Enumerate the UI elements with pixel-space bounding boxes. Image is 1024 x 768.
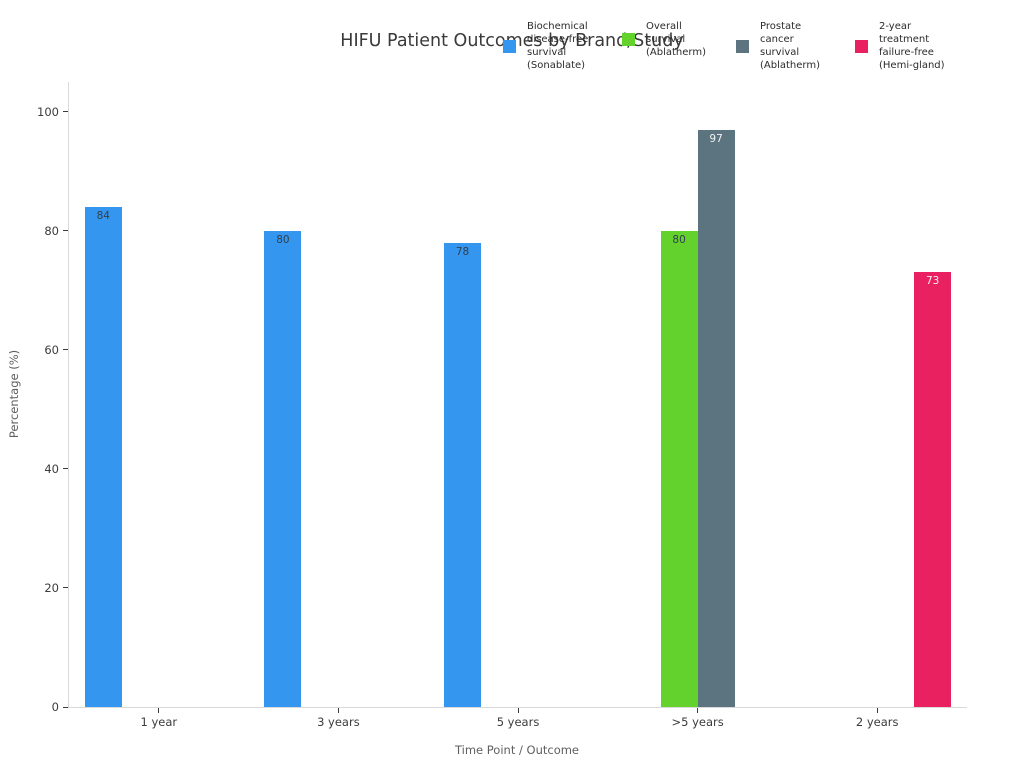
y-tick-mark (63, 468, 68, 470)
x-tick-mark (517, 708, 519, 713)
y-tick-label: 20 (44, 580, 59, 595)
legend-swatch (503, 39, 516, 53)
bar-value-label: 80 (672, 233, 686, 246)
y-tick-label: 60 (44, 342, 59, 357)
y-tick-mark (63, 111, 68, 113)
y-tick-label: 40 (44, 461, 59, 476)
bar-value-label: 73 (926, 275, 940, 288)
x-tick-mark (158, 708, 160, 713)
y-tick-label: 100 (37, 104, 59, 119)
bar: 80 (660, 230, 698, 707)
bar-value-label: 97 (709, 132, 723, 145)
legend-label: Prostate cancer survival (Ablatherm) (760, 21, 820, 71)
legend-swatch (736, 39, 749, 53)
bar-value-label: 80 (276, 233, 290, 246)
bar: 97 (697, 129, 735, 707)
x-tick-mark (876, 708, 878, 713)
legend-item: 2-year treatment failure-free (Hemi-gland) (855, 20, 945, 72)
legend-label: Biochemical disease-free survival (Sonablat… (527, 21, 589, 71)
y-tick-mark (63, 587, 68, 589)
plot-area: 0 20 40 60 80 100 1 year 3 years 5 years >5 years… (37, 82, 967, 729)
bar-value-label: 84 (96, 210, 110, 222)
y-tick-label: 0 (51, 700, 59, 714)
legend-swatch (622, 33, 635, 46)
y-axis-title: Percentage (%) (7, 349, 21, 439)
legend-label: 2-year treatment failure-free (Hemi-gland) (879, 21, 945, 71)
legend-item: Overall survival (Ablatherm) (622, 20, 706, 59)
bar: 80 (264, 230, 302, 707)
x-tick-label: 1 year (140, 715, 178, 729)
legend-label: Overall survival (Ablatherm) (646, 21, 706, 58)
y-tick-mark (63, 230, 68, 232)
y-tick-label: 80 (44, 223, 59, 238)
legend-swatch (855, 39, 868, 53)
legend: Biochemical disease-free survival (Sonablat… (0, 0, 1024, 90)
x-tick-label: 5 years (496, 715, 540, 729)
x-tick-mark (337, 708, 339, 713)
bar: 73 (914, 272, 952, 707)
x-axis-title: Time Point / Outcome (454, 743, 580, 757)
legend-item: Prostate cancer survival (Ablatherm) (736, 20, 820, 72)
bar: 84 (84, 207, 122, 707)
bar: 78 (444, 242, 481, 707)
x-tick-label: 2 years (855, 715, 899, 729)
y-tick-mark (63, 349, 68, 351)
legend-item: Biochemical disease-free survival (Sonablat… (503, 20, 588, 72)
x-tick-label: 3 years (317, 715, 360, 729)
y-tick-mark (63, 706, 68, 708)
x-tick-mark (697, 708, 699, 713)
x-tick-label: >5 years (671, 715, 724, 729)
bar-value-label: 78 (455, 245, 470, 258)
